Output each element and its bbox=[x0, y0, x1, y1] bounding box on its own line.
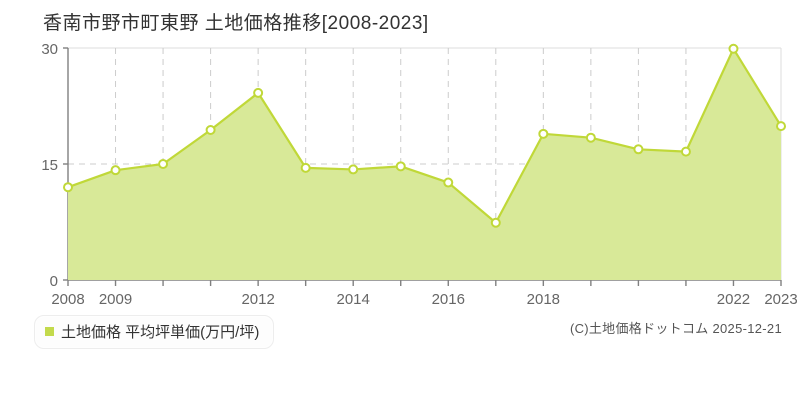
y-tick-label: 30 bbox=[41, 41, 58, 58]
y-tick-label: 0 bbox=[50, 273, 58, 290]
x-tick-label: 2014 bbox=[337, 291, 370, 308]
x-tick-label: 2008 bbox=[51, 291, 84, 308]
page-title: 香南市野市町東野 土地価格推移[2008-2023] bbox=[43, 13, 429, 34]
chart-legend[interactable]: 土地価格 平均坪単価(万円/坪) bbox=[34, 315, 275, 349]
x-tick-label: 2022 bbox=[717, 291, 750, 308]
legend-swatch-icon bbox=[45, 327, 54, 336]
data-point-markers bbox=[63, 43, 786, 228]
legend-label: 土地価格 平均坪単価(万円/坪) bbox=[61, 324, 260, 341]
x-tick-label: 2012 bbox=[241, 291, 274, 308]
x-tick-label: 2023 bbox=[764, 291, 797, 308]
series-area bbox=[67, 47, 782, 281]
y-tick-label: 15 bbox=[41, 157, 58, 174]
x-tick-label: 2016 bbox=[432, 291, 465, 308]
x-tick-label: 2009 bbox=[99, 291, 132, 308]
x-axis-tick-labels: 2008 2009 2012 2014 2016 2018 2022 2023 bbox=[51, 291, 797, 308]
y-axis-tick-labels: 0 15 30 bbox=[41, 41, 58, 290]
x-tick-label: 2018 bbox=[527, 291, 560, 308]
copyright-notice: (C)土地価格ドットコム 2025-12-21 bbox=[569, 321, 782, 336]
